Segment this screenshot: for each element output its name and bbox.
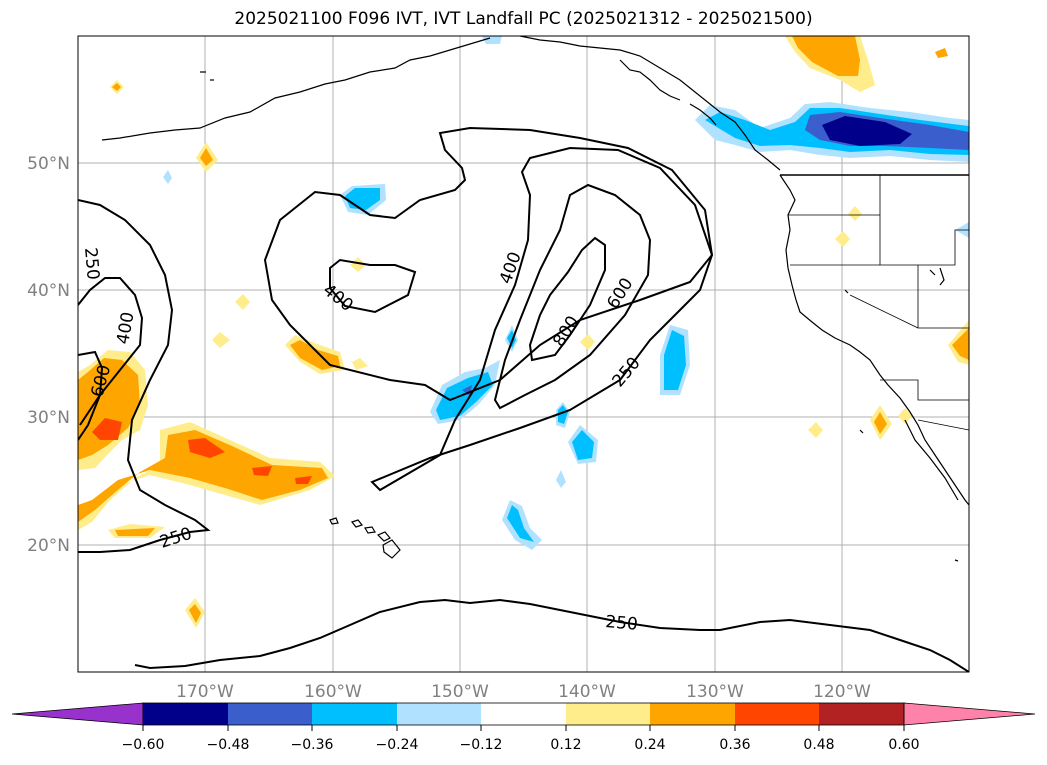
colorbar-tick-label: −0.24 — [376, 737, 419, 753]
colorbar-segment — [735, 703, 819, 725]
colorbar-tick-label: −0.36 — [291, 737, 334, 753]
colorbar-segment — [312, 703, 397, 725]
colorbar-segment — [397, 703, 481, 725]
lon-label-140w: 140°W — [558, 682, 616, 702]
map-frame — [77, 35, 970, 673]
contour-label: 250 — [605, 612, 639, 635]
colorbar-segment — [228, 703, 312, 725]
colorbar-tick-label: −0.60 — [122, 737, 165, 753]
ivt-contours — [78, 126, 969, 672]
colorbar-extend-min — [11, 702, 144, 726]
lon-label-170w: 170°W — [176, 682, 234, 702]
colorbar-tick-label: 0.60 — [888, 737, 919, 753]
colorbar-segment — [819, 703, 904, 725]
colorbar-segment — [143, 703, 228, 725]
map-title: 2025021100 F096 IVT, IVT Landfall PC (20… — [234, 9, 813, 29]
colorbar-tick-label: 0.36 — [719, 737, 750, 753]
colorbar-tick-label: −0.48 — [207, 737, 250, 753]
colorbar-tick-label: 0.12 — [550, 737, 581, 753]
colorbar: −0.60 −0.48 −0.36 −0.24 −0.12 0.12 0.24 … — [11, 702, 1036, 753]
lat-label-20n: 20°N — [27, 536, 70, 556]
colorbar-extend-max — [903, 702, 1036, 726]
colorbar-frame — [142, 702, 905, 726]
positive-ivt-regions — [78, 36, 969, 628]
colorbar-tick-label: −0.12 — [460, 737, 503, 753]
lat-label-40n: 40°N — [27, 281, 70, 301]
lat-label-50n: 50°N — [27, 154, 70, 174]
colorbar-tick-label: 0.24 — [634, 737, 665, 753]
lon-label-150w: 150°W — [431, 682, 489, 702]
coastlines — [101, 36, 969, 562]
contour-label: 250 — [80, 247, 103, 281]
lat-label-30n: 30°N — [27, 408, 70, 428]
lon-label-130w: 130°W — [686, 682, 744, 702]
negative-ivt-regions — [163, 36, 969, 550]
lon-label-120w: 120°W — [813, 682, 871, 702]
colorbar-segment — [650, 703, 735, 725]
colorbar-tick-label: 0.48 — [803, 737, 834, 753]
colorbar-segment — [481, 703, 566, 725]
lon-label-160w: 160°W — [304, 682, 362, 702]
colorbar-segment — [566, 703, 650, 725]
